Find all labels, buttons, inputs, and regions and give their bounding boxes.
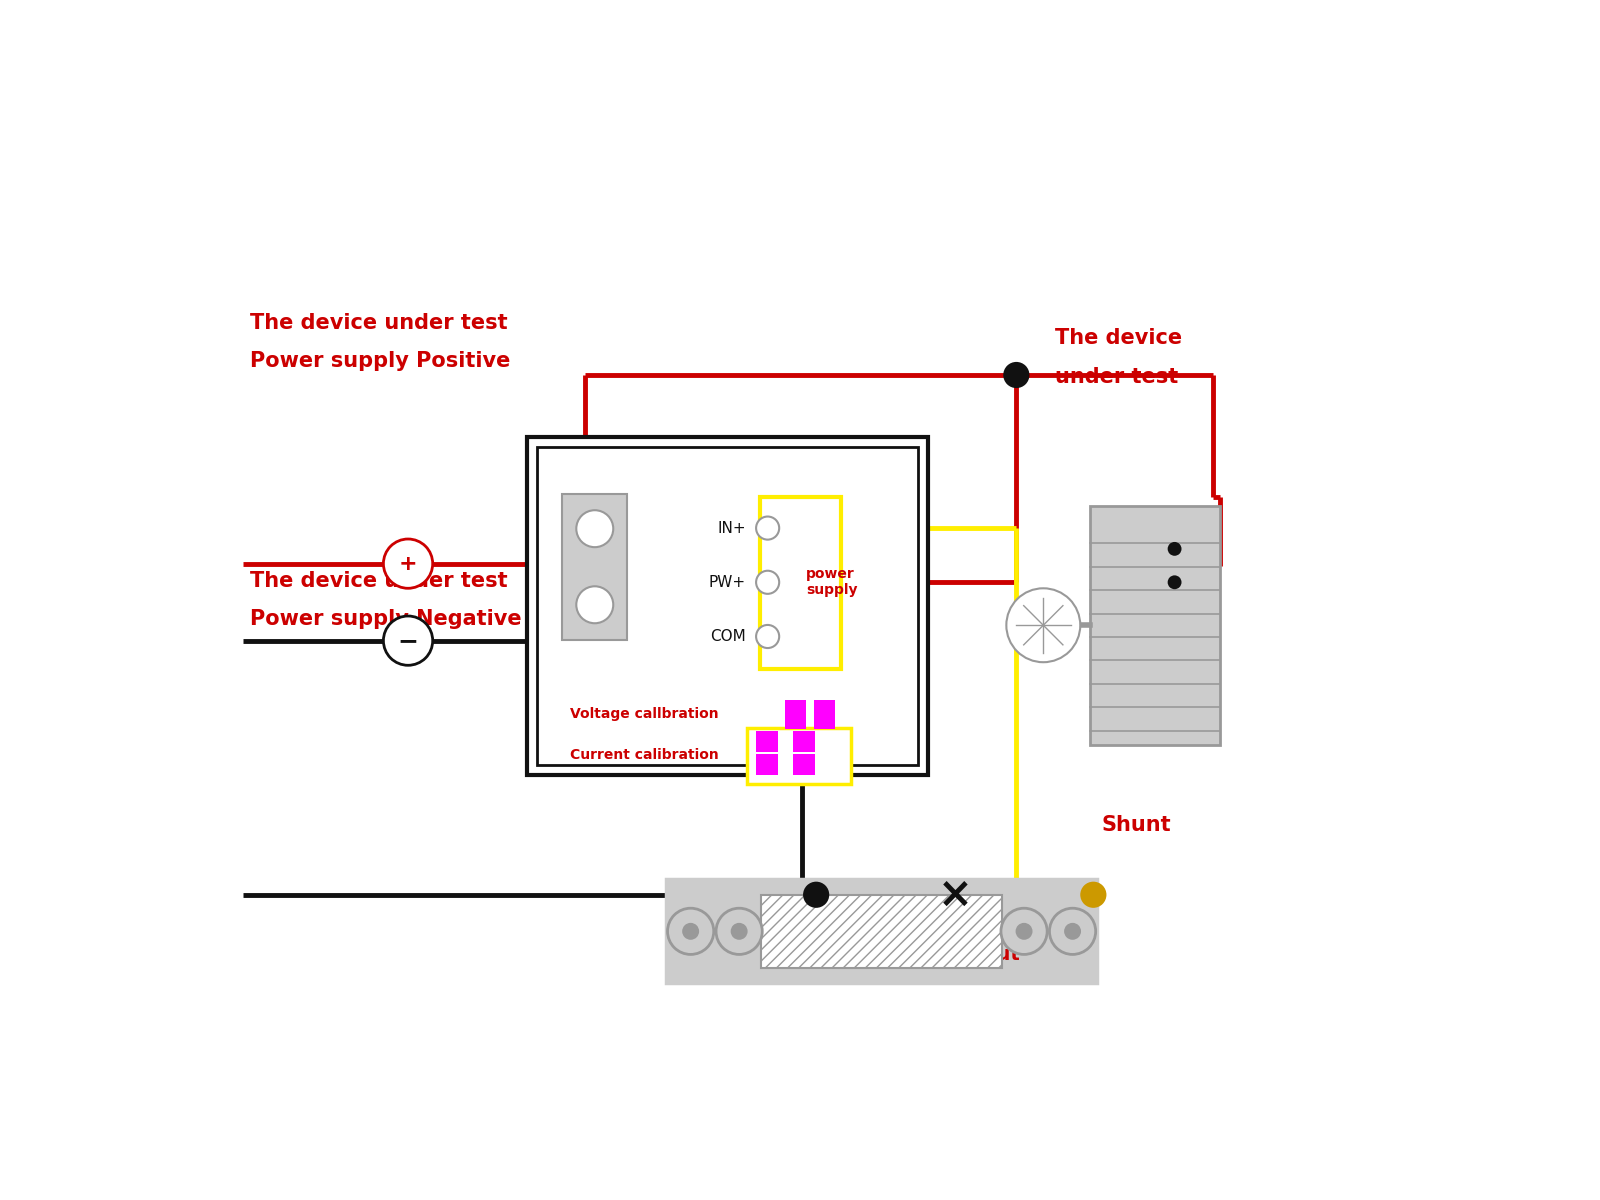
Bar xyxy=(1090,506,1221,744)
Circle shape xyxy=(1080,882,1107,908)
Bar xyxy=(786,700,806,730)
Text: Power supply Negative: Power supply Negative xyxy=(250,610,522,629)
Circle shape xyxy=(384,616,432,665)
Circle shape xyxy=(1016,923,1032,940)
Circle shape xyxy=(1168,542,1181,556)
Circle shape xyxy=(384,539,432,588)
Circle shape xyxy=(757,516,779,540)
Circle shape xyxy=(1006,588,1080,662)
Text: The device: The device xyxy=(1054,328,1182,348)
Text: Voltage callbration: Voltage callbration xyxy=(570,707,718,721)
Bar xyxy=(562,493,627,640)
Circle shape xyxy=(803,882,829,908)
Bar xyxy=(794,731,814,751)
Bar xyxy=(794,754,814,775)
Text: ×: × xyxy=(938,874,973,916)
Circle shape xyxy=(757,625,779,648)
Circle shape xyxy=(1168,575,1181,589)
Text: Must be cut: Must be cut xyxy=(890,944,1019,964)
Bar xyxy=(760,497,840,668)
Text: COM: COM xyxy=(710,629,746,644)
Bar xyxy=(757,754,778,775)
Circle shape xyxy=(717,908,762,954)
Bar xyxy=(666,880,1098,983)
Text: Power supply Positive: Power supply Positive xyxy=(250,352,510,371)
Text: The device under test: The device under test xyxy=(250,313,507,332)
Bar xyxy=(814,700,835,730)
Circle shape xyxy=(1002,908,1046,954)
Circle shape xyxy=(576,510,613,547)
Text: PW+: PW+ xyxy=(709,575,746,589)
Bar xyxy=(757,731,778,751)
Text: Shunt: Shunt xyxy=(1101,816,1171,835)
Text: The device under test: The device under test xyxy=(250,571,507,590)
Text: IN+: IN+ xyxy=(717,521,746,535)
Bar xyxy=(747,728,851,784)
Bar xyxy=(528,437,928,775)
Circle shape xyxy=(1003,362,1029,388)
Circle shape xyxy=(682,923,699,940)
Circle shape xyxy=(757,571,779,594)
Bar xyxy=(762,895,1002,967)
Circle shape xyxy=(576,587,613,623)
Text: Current calibration: Current calibration xyxy=(570,748,718,762)
Text: under test: under test xyxy=(1054,366,1178,386)
Circle shape xyxy=(667,908,714,954)
Text: power
supply: power supply xyxy=(806,568,858,598)
Circle shape xyxy=(1064,923,1082,940)
Bar xyxy=(538,446,918,766)
Circle shape xyxy=(731,923,747,940)
Text: +: + xyxy=(398,553,418,574)
Circle shape xyxy=(1050,908,1096,954)
Text: −: − xyxy=(397,629,419,653)
